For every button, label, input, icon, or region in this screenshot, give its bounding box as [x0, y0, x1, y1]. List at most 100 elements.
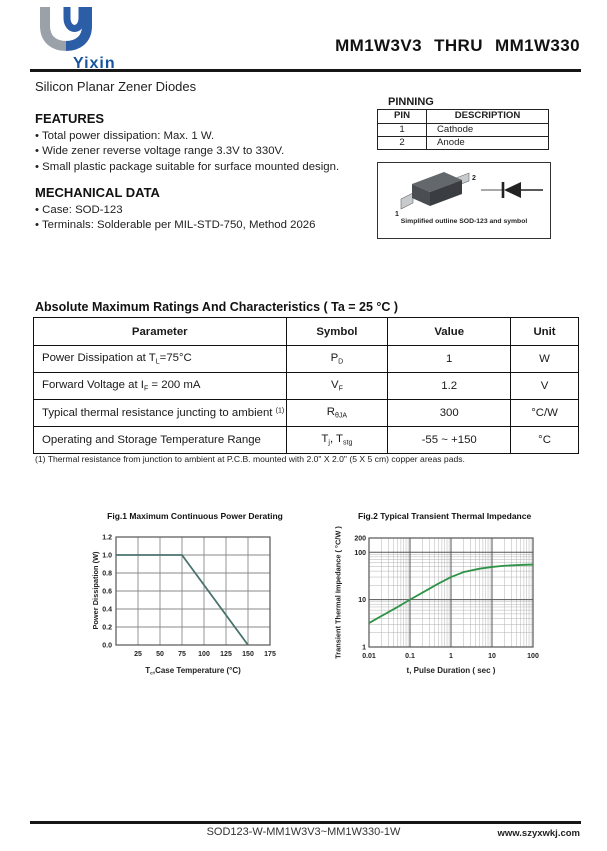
svg-text:1.0: 1.0: [102, 553, 112, 560]
footer-website: www.szyxwkj.com: [497, 828, 580, 839]
fig2-thermal-impedance-chart: Fig.2 Typical Transient Thermal Impedanc…: [330, 506, 600, 701]
svg-text:1: 1: [362, 645, 366, 652]
description-column-header: DESCRIPTION: [426, 109, 549, 124]
svg-text:25: 25: [134, 651, 142, 658]
svg-text:0.8: 0.8: [102, 571, 112, 578]
ratings-table: Parameter Symbol Value Unit Power Dissip…: [33, 317, 579, 454]
ratings-table-body: Power Dissipation at TL=75°C PD 1 W Forward …: [33, 345, 579, 454]
svg-text:0.1: 0.1: [405, 653, 415, 660]
subtitle: Silicon Planar Zener Diodes: [35, 79, 197, 94]
svg-text:0.4: 0.4: [102, 607, 112, 614]
svg-text:0.2: 0.2: [102, 625, 112, 632]
list-item: Case: SOD-123: [35, 203, 365, 218]
fig2-title: Fig.2 Typical Transient Thermal Impedanc…: [358, 511, 532, 521]
table-header-row: PIN DESCRIPTION: [377, 109, 549, 124]
pin-description-cell: Anode: [426, 136, 549, 150]
brand-logo: Yixin: [33, 6, 143, 76]
svg-text:50: 50: [156, 651, 164, 658]
table-row: Operating and Storage Temperature Range T…: [33, 426, 579, 454]
unit-cell: °C: [510, 426, 579, 454]
svg-text:150: 150: [242, 651, 254, 658]
symbol-column-header: Symbol: [285, 317, 389, 346]
mechanical-list: Case: SOD-123 Terminals: Solderable per …: [35, 203, 365, 234]
svg-text:100: 100: [527, 653, 539, 660]
fig1-plot: 25 50 75 100 125 150 175 0.0 0.2 0.4 0.6 0.8 1.0 1.2: [102, 535, 276, 659]
fig2-plot: 0.01 0.1 1 10 100 1 10 100 200: [354, 536, 539, 661]
pinning-table-body: 1 Cathode 2 Anode: [377, 123, 549, 150]
ratings-heading: Absolute Maximum Ratings And Characteris…: [35, 300, 399, 314]
package-caption: Simplified outline SOD-123 and symbol: [400, 218, 528, 225]
list-item: Terminals: Solderable per MIL-STD-750, M…: [35, 218, 365, 233]
footer-doc-number: SOD123-W-MM1W3V3~MM1W330-1W: [206, 826, 401, 838]
features-heading: FEATURES: [35, 111, 105, 126]
table-header-row: Parameter Symbol Value Unit: [33, 317, 579, 346]
table-row: 2 Anode: [377, 136, 549, 150]
fig1-power-derating-chart: Fig.1 Maximum Continuous Power Derating …: [55, 506, 325, 701]
unit-cell: °C/W: [510, 399, 579, 427]
u-logo-icon: [40, 7, 92, 51]
diode-symbol-icon: [481, 182, 543, 198]
value-cell: 300: [387, 399, 512, 427]
package-outline-box: 2 1 Simplified outline SOD-123 and symbo…: [377, 162, 551, 239]
fig2-x-axis-label: t, Pulse Duration ( sec ): [406, 666, 496, 675]
svg-text:125: 125: [220, 651, 232, 658]
table-row: 1 Cathode: [377, 123, 549, 137]
header-rule: [30, 69, 581, 72]
pinning-table: PIN DESCRIPTION 1 Cathode 2 Anode: [377, 109, 549, 150]
value-column-header: Value: [387, 317, 512, 346]
svg-text:1: 1: [449, 653, 453, 660]
features-section: FEATURES Total power dissipation: Max. 1…: [35, 111, 365, 175]
pin-number-cell: 1: [377, 123, 427, 137]
symbol-cell: Tj, Tstg: [285, 426, 389, 454]
table-row: Power Dissipation at TL=75°C PD 1 W: [33, 345, 579, 373]
brand-name: Yixin: [73, 55, 116, 72]
fig2-y-axis-label: Transient Thermal Impedance ( °C/W ): [333, 526, 343, 659]
unit-cell: W: [510, 345, 579, 373]
value-cell: 1.2: [387, 372, 512, 400]
parameter-cell: Typical thermal resistance juncting to a…: [33, 399, 287, 427]
value-cell: 1: [387, 345, 512, 373]
parameter-cell: Forward Voltage at IF = 200 mA: [33, 372, 287, 400]
svg-text:0.6: 0.6: [102, 589, 112, 596]
value-cell: -55 ~ +150: [387, 426, 512, 454]
symbol-cell: PD: [285, 345, 389, 373]
features-list: Total power dissipation: Max. 1 W. Wide …: [35, 129, 365, 175]
svg-text:1.2: 1.2: [102, 535, 112, 542]
parameter-cell: Power Dissipation at TL=75°C: [33, 345, 287, 373]
pin2-label: 2: [472, 175, 476, 182]
mechanical-heading: MECHANICAL DATA: [35, 185, 160, 200]
footnote: (1) Thermal resistance from junction to …: [35, 454, 465, 464]
symbol-cell: RθJA: [285, 399, 389, 427]
list-item: Wide zener reverse voltage range 3.3V to…: [35, 144, 365, 159]
fig1-y-axis-label: Power Dissipation (W): [91, 551, 100, 630]
svg-text:0.01: 0.01: [362, 653, 376, 660]
pin-number-cell: 2: [377, 136, 427, 150]
mechanical-section: MECHANICAL DATA Case: SOD-123 Terminals:…: [35, 185, 365, 234]
svg-text:100: 100: [354, 550, 366, 557]
svg-text:75: 75: [178, 651, 186, 658]
table-row: Typical thermal resistance juncting to a…: [33, 399, 579, 427]
list-item: Small plastic package suitable for surfa…: [35, 160, 365, 175]
unit-column-header: Unit: [510, 317, 579, 346]
svg-text:100: 100: [198, 651, 210, 658]
symbol-cell: VF: [285, 372, 389, 400]
table-row: Forward Voltage at IF = 200 mA VF 1.2 V: [33, 372, 579, 400]
sod123-package-icon: 2 1: [395, 172, 476, 218]
parameter-column-header: Parameter: [33, 317, 287, 346]
svg-text:0.0: 0.0: [102, 643, 112, 650]
pin1-label: 1: [395, 211, 399, 218]
fig1-x-axis-label: Tc,Case Temperature (°C): [145, 666, 241, 677]
pin-description-cell: Cathode: [426, 123, 549, 137]
svg-text:200: 200: [354, 536, 366, 543]
footer-rule: [30, 821, 581, 824]
pinning-heading: PINNING: [388, 96, 434, 108]
svg-text:10: 10: [488, 653, 496, 660]
page-title: MM1W3V3 THRU MM1W330: [335, 36, 580, 55]
pin-column-header: PIN: [377, 109, 427, 124]
svg-text:175: 175: [264, 651, 276, 658]
parameter-cell: Operating and Storage Temperature Range: [33, 426, 287, 454]
fig1-title: Fig.1 Maximum Continuous Power Derating: [107, 511, 283, 521]
list-item: Total power dissipation: Max. 1 W.: [35, 129, 365, 144]
svg-text:10: 10: [358, 597, 366, 604]
